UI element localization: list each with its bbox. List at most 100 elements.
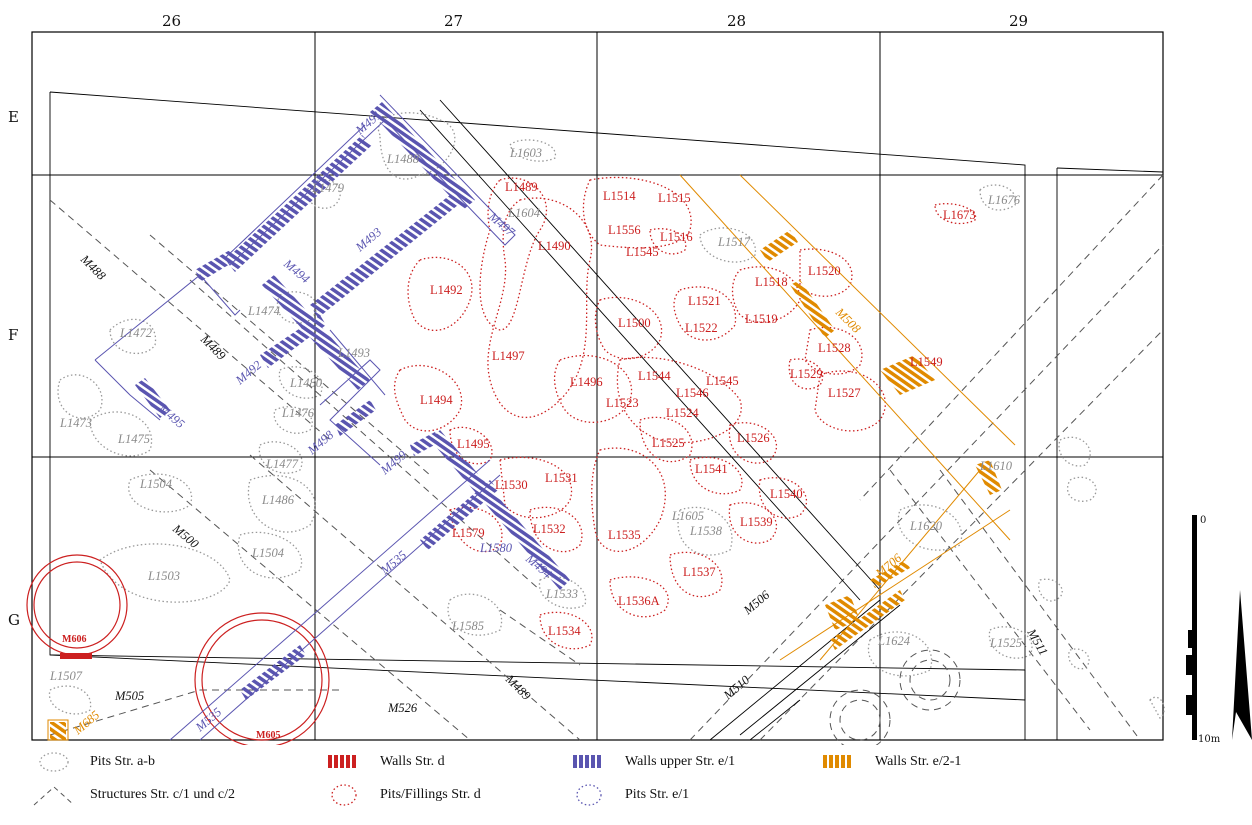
label-L1515: L1515 [658, 191, 691, 205]
legend-label: Walls upper Str. e/1 [625, 754, 736, 769]
labels-grey: L1488 L1479 L1603 L1604 L1676 L1472 L147… [49, 146, 1022, 683]
legend-item-pits-d: Pits/Fillings Str. d [320, 783, 481, 807]
label-L1520: L1520 [808, 264, 841, 278]
label-L1522: L1522 [685, 321, 718, 335]
label-L1585: L1585 [451, 619, 484, 633]
legend-label: Walls Str. d [380, 754, 445, 769]
label-L1673: L1673 [943, 208, 976, 222]
label-L1580: L1580 [479, 541, 513, 555]
grid-row-E: E [8, 108, 19, 126]
label-L1605: L1605 [671, 509, 704, 523]
label-L1540: L1540 [770, 487, 803, 501]
label-M526: M526 [387, 701, 418, 715]
label-L1516: L1516 [660, 230, 693, 244]
label-L1556: L1556 [608, 223, 641, 237]
label-L1479: L1479 [311, 181, 345, 195]
legend-item-walls-e21: Walls Str. e/2-1 [815, 750, 961, 774]
label-L1489: L1489 [505, 180, 538, 194]
label-L1529: L1529 [790, 367, 823, 381]
walls-e1-icon [573, 755, 601, 768]
label-L1514: L1514 [603, 189, 636, 203]
legend: Pits Str. a-b Walls Str. d Walls upper S… [0, 745, 1252, 825]
label-M499: M499 [377, 447, 410, 478]
label-M535-a: M535 [377, 548, 409, 578]
label-L1472: L1472 [119, 326, 152, 340]
label-M605: M605 [256, 730, 280, 741]
label-L1500: L1500 [618, 316, 651, 330]
label-L1624: L1624 [877, 634, 910, 648]
legend-item-pits-e1: Pits Str. e/1 [565, 783, 689, 807]
label-L1497: L1497 [492, 349, 525, 363]
grid-col-28: 28 [727, 12, 746, 30]
legend-label: Pits/Fillings Str. d [380, 787, 481, 802]
label-L1549: L1549 [910, 355, 943, 369]
label-L1546: L1546 [676, 386, 709, 400]
label-L1604: L1604 [507, 206, 540, 220]
walls-e1 [135, 102, 570, 700]
label-L1495: L1495 [457, 437, 490, 451]
legend-item-structures-c: Structures Str. c/1 und c/2 [30, 783, 235, 807]
label-M488: M488 [77, 252, 109, 284]
label-L1493: L1493 [337, 346, 370, 360]
grid-col-29: 29 [1009, 12, 1028, 30]
label-L1531: L1531 [545, 471, 578, 485]
label-L1496: L1496 [570, 375, 603, 389]
label-L1488: L1488 [386, 152, 420, 166]
label-L1525-d: L1525 [652, 436, 685, 450]
label-L1474: L1474 [247, 304, 280, 318]
label-M506: M506 [740, 587, 773, 618]
label-L1476: L1476 [281, 406, 315, 420]
label-L1492: L1492 [430, 283, 463, 297]
label-L1539: L1539 [740, 515, 773, 529]
label-L1537: L1537 [683, 565, 716, 579]
label-M489-a: M489 [197, 332, 229, 364]
label-L1518: L1518 [755, 275, 788, 289]
legend-label: Structures Str. c/1 und c/2 [90, 787, 236, 802]
excavation-plan: 26 27 28 29 E F G [8, 12, 1252, 745]
label-M498: M498 [304, 427, 337, 458]
label-M493: M493 [352, 225, 384, 255]
walls-d-icon [328, 755, 356, 768]
label-L1504-b: L1504 [251, 546, 284, 560]
label-L1544: L1544 [638, 369, 671, 383]
legend-label: Pits Str. a-b [90, 754, 155, 769]
label-L1610: L1610 [979, 459, 1013, 473]
label-M505: M505 [114, 689, 144, 703]
label-L1538: L1538 [689, 524, 723, 538]
label-M606: M606 [62, 634, 86, 645]
pits-d [393, 176, 977, 650]
label-L1541: L1541 [695, 462, 728, 476]
label-L1532: L1532 [533, 522, 566, 536]
label-M492: M492 [232, 358, 264, 388]
label-L1603: L1603 [509, 146, 542, 160]
label-L1676: L1676 [987, 193, 1021, 207]
label-L1533: L1533 [545, 587, 578, 601]
walls-e21-outlines [47, 174, 1016, 741]
label-L1534: L1534 [548, 624, 581, 638]
label-L1519: L1519 [745, 312, 778, 326]
pits-ab [48, 112, 1165, 719]
pits-d-icon [331, 784, 357, 806]
label-L1475: L1475 [117, 432, 150, 446]
label-L1579: L1579 [452, 526, 485, 540]
label-L1530: L1530 [495, 478, 528, 492]
round-structures-d [26, 554, 330, 745]
label-L1525: L1525 [989, 636, 1022, 650]
label-L1524: L1524 [666, 406, 699, 420]
label-L1490: L1490 [538, 239, 571, 253]
label-L1477: L1477 [265, 457, 299, 471]
grid-col-27: 27 [444, 12, 463, 30]
label-L1620: L1620 [909, 519, 943, 533]
label-L1503: L1503 [147, 569, 180, 583]
label-L1535: L1535 [608, 528, 641, 542]
pits-ab-icon [39, 752, 69, 772]
labels-red: L1489 L1514 L1515 L1556 L1516 L1545 L167… [62, 180, 976, 741]
label-M494-a: M494 [280, 256, 312, 286]
label-L1526: L1526 [737, 431, 770, 445]
north-arrow-icon [1232, 590, 1252, 740]
grid-row-G: G [8, 611, 20, 629]
label-L1486: L1486 [261, 493, 295, 507]
label-L1527: L1527 [828, 386, 861, 400]
structures-c-icon [33, 786, 75, 806]
label-L1494: L1494 [420, 393, 453, 407]
